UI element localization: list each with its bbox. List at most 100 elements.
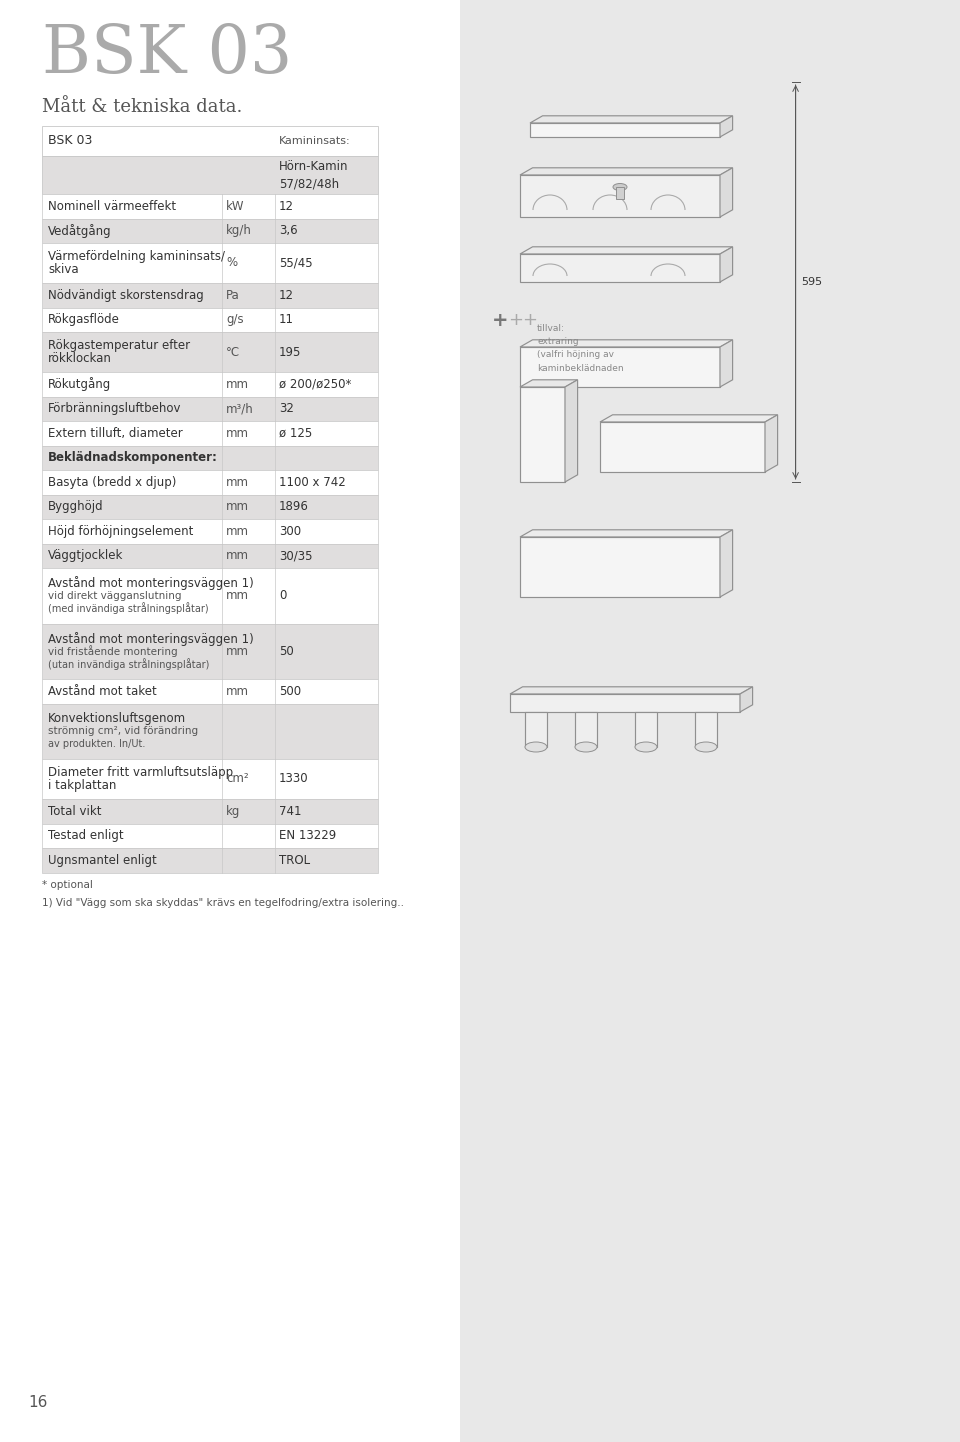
Polygon shape [720, 529, 732, 597]
Bar [510, 694, 740, 712]
Text: tillval:
extraring
(valfri höjning av
kaminbeklädnaden: tillval: extraring (valfri höjning av ka… [537, 324, 624, 372]
Bar [460, 0, 960, 1442]
Polygon shape [720, 115, 732, 137]
Text: Kamininsats:: Kamininsats: [279, 136, 350, 146]
Text: Förbränningsluftbehov: Förbränningsluftbehov [48, 402, 181, 415]
Ellipse shape [695, 743, 717, 751]
Ellipse shape [613, 183, 627, 190]
Text: ++: ++ [508, 311, 538, 329]
Text: Avstånd mot monteringsväggen 1): Avstånd mot monteringsväggen 1) [48, 575, 253, 590]
Text: Nominell värmeeffekt: Nominell värmeeffekt [48, 200, 176, 213]
Bar [42, 156, 378, 195]
Text: 195: 195 [279, 346, 301, 359]
Text: %: % [226, 257, 237, 270]
Text: i takplattan: i takplattan [48, 779, 116, 792]
Bar [42, 704, 378, 758]
Polygon shape [720, 247, 732, 283]
Text: kg/h: kg/h [226, 225, 252, 238]
Text: 1330: 1330 [279, 773, 308, 786]
Text: Höjd förhöjningselement: Höjd förhöjningselement [48, 525, 193, 538]
Text: Pa: Pa [226, 288, 240, 301]
Bar [42, 758, 378, 799]
Text: skiva: skiva [48, 262, 79, 275]
Bar [520, 348, 720, 386]
Polygon shape [600, 415, 778, 423]
Text: mm: mm [226, 427, 249, 440]
Text: av produkten. In/Ut.: av produkten. In/Ut. [48, 738, 145, 748]
Text: 1) Vid "Vägg som ska skyddas" krävs en tegelfodring/extra isolering..: 1) Vid "Vägg som ska skyddas" krävs en t… [42, 897, 404, 907]
Polygon shape [565, 379, 578, 482]
Text: mm: mm [226, 378, 249, 391]
Text: 12: 12 [279, 288, 294, 301]
Text: +: + [492, 310, 509, 330]
Bar [42, 623, 378, 679]
Text: Ugnsmantel enligt: Ugnsmantel enligt [48, 854, 156, 867]
Bar [42, 195, 378, 219]
Bar [42, 219, 378, 244]
Text: mm: mm [226, 549, 249, 562]
Polygon shape [530, 115, 732, 123]
Bar [42, 495, 378, 519]
Text: 300: 300 [279, 525, 301, 538]
Text: Avstånd mot taket: Avstånd mot taket [48, 685, 156, 698]
Text: * optional: * optional [42, 881, 93, 891]
Bar [695, 712, 717, 747]
Bar [42, 848, 378, 872]
Bar [42, 823, 378, 848]
Text: 595: 595 [802, 277, 823, 287]
Text: 50: 50 [279, 645, 294, 658]
Text: ø 125: ø 125 [279, 427, 312, 440]
Bar [525, 712, 547, 747]
Bar [520, 536, 720, 597]
Bar [616, 187, 624, 199]
Text: g/s: g/s [226, 313, 244, 326]
Text: strömnig cm², vid förändring: strömnig cm², vid förändring [48, 727, 198, 737]
Text: Total vikt: Total vikt [48, 805, 102, 818]
Text: Konvektionsluftsgenom: Konvektionsluftsgenom [48, 712, 186, 725]
Text: m³/h: m³/h [226, 402, 253, 415]
Text: BSK 03: BSK 03 [42, 22, 293, 87]
Text: Rökgasflöde: Rökgasflöde [48, 313, 120, 326]
Bar [42, 397, 378, 421]
Bar [42, 799, 378, 823]
Text: Värmefördelning kamininsats/: Värmefördelning kamininsats/ [48, 249, 225, 262]
Text: Bygghöjd: Bygghöjd [48, 500, 104, 513]
Ellipse shape [575, 743, 597, 751]
Text: mm: mm [226, 685, 249, 698]
Text: vid fristående montering: vid fristående montering [48, 646, 178, 658]
Ellipse shape [525, 743, 547, 751]
Bar [530, 123, 720, 137]
Text: (utan invändiga strålningsplåtar): (utan invändiga strålningsplåtar) [48, 658, 209, 671]
Bar [42, 332, 378, 372]
Text: 55/45: 55/45 [279, 257, 313, 270]
Text: 12: 12 [279, 200, 294, 213]
Polygon shape [720, 167, 732, 216]
Bar [42, 519, 378, 544]
Text: Mått & tekniska data.: Mått & tekniska data. [42, 98, 242, 115]
Bar [42, 568, 378, 623]
Text: vid direkt vägganslutning: vid direkt vägganslutning [48, 591, 181, 601]
Bar [520, 254, 720, 283]
Bar [42, 125, 378, 156]
Text: mm: mm [226, 525, 249, 538]
Text: rökklockan: rökklockan [48, 352, 112, 365]
Bar [42, 470, 378, 495]
Polygon shape [720, 340, 732, 386]
Text: 0: 0 [279, 590, 286, 603]
Text: mm: mm [226, 476, 249, 489]
Text: mm: mm [226, 500, 249, 513]
Text: 30/35: 30/35 [279, 549, 313, 562]
Polygon shape [520, 529, 732, 536]
Bar [42, 544, 378, 568]
Text: 11: 11 [279, 313, 294, 326]
Text: Basyta (bredd x djup): Basyta (bredd x djup) [48, 476, 177, 489]
Text: cm²: cm² [226, 773, 249, 786]
Text: (med invändiga strålningsplåtar): (med invändiga strålningsplåtar) [48, 603, 208, 614]
Text: kg: kg [226, 805, 240, 818]
Text: Avstånd mot monteringsväggen 1): Avstånd mot monteringsväggen 1) [48, 632, 253, 646]
Text: kW: kW [226, 200, 245, 213]
Text: Väggtjocklek: Väggtjocklek [48, 549, 124, 562]
Text: Beklädnadskomponenter:: Beklädnadskomponenter: [48, 451, 218, 464]
Bar [600, 423, 765, 472]
Bar [42, 679, 378, 704]
